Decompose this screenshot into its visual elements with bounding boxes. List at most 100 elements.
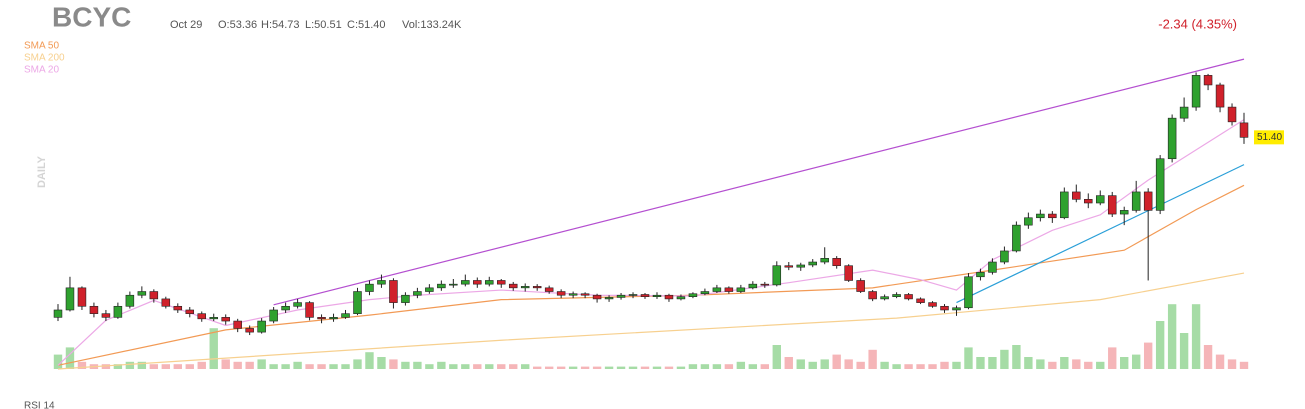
volume-bar <box>425 364 434 369</box>
last-price-label: 51.40 <box>1257 132 1282 143</box>
candle-body <box>1131 191 1141 211</box>
candle-body <box>77 287 87 307</box>
volume-bar <box>77 361 87 369</box>
volume-bar <box>808 361 817 369</box>
legend-entry: SMA 50 <box>24 41 59 52</box>
volume-bar <box>652 366 662 369</box>
candle-body <box>556 291 566 296</box>
volume-bar <box>892 364 901 369</box>
volume-bar <box>676 366 686 369</box>
volume-bar <box>724 364 734 369</box>
volume-bar <box>161 364 171 369</box>
volume-bar <box>868 349 877 369</box>
volume-bar <box>317 364 326 369</box>
candle-body <box>245 328 254 333</box>
candle-body <box>496 280 506 285</box>
candle-body <box>317 317 326 320</box>
candle-body <box>820 258 829 263</box>
volume-bar <box>832 354 841 369</box>
volume-bar <box>209 328 218 369</box>
volume-bar <box>1131 354 1141 369</box>
volume-bar <box>125 361 135 369</box>
volume-bar <box>880 361 889 369</box>
candle-body <box>712 287 722 292</box>
candle-body <box>940 305 949 311</box>
volume-bar <box>269 364 278 369</box>
volume-bar <box>233 361 242 369</box>
volume-bar <box>401 361 410 369</box>
volume-bars <box>53 304 1249 369</box>
candle-body <box>892 294 901 297</box>
candle-body <box>113 305 123 318</box>
trendline <box>956 164 1245 304</box>
volume-bar <box>628 366 638 369</box>
volume-bar <box>1120 357 1129 369</box>
volume-bar <box>568 366 578 369</box>
candle-body <box>952 307 961 311</box>
volume-bar <box>784 357 793 369</box>
volume-bar <box>497 364 506 369</box>
candle-body <box>233 320 242 329</box>
candle-body <box>449 283 458 286</box>
volume-bar <box>1179 333 1189 369</box>
volume-bar <box>137 361 147 369</box>
candle-body <box>353 291 362 314</box>
candle-body <box>1084 199 1093 204</box>
volume-bar <box>521 364 530 369</box>
volume-bar <box>65 347 75 369</box>
volume-bar <box>1143 342 1153 369</box>
candle-body <box>1167 117 1177 160</box>
sma-line <box>57 272 1245 370</box>
candle-body <box>1012 224 1021 252</box>
low: L:50.51 <box>305 19 342 31</box>
candle-body <box>568 293 578 296</box>
sma-line <box>57 184 1245 366</box>
candle-body <box>281 305 290 311</box>
candle-body <box>904 294 913 300</box>
volume-bar <box>1203 345 1213 369</box>
candle-body <box>856 280 865 292</box>
candle-body <box>1000 250 1009 263</box>
legend-entry: SMA 20 <box>24 65 59 76</box>
volume-bar <box>257 359 266 369</box>
candle-body <box>401 294 410 303</box>
candle-body <box>736 287 746 292</box>
candle-body <box>1072 191 1081 200</box>
candle-body <box>341 313 350 318</box>
volume-bar <box>245 361 254 369</box>
volume-bar <box>1191 304 1201 369</box>
candle-body <box>221 317 230 322</box>
ticker: BCYC <box>52 1 131 32</box>
candle-body <box>880 296 889 300</box>
candle-body <box>53 309 63 318</box>
last-price-box <box>1254 130 1284 145</box>
volume-bar <box>449 364 458 369</box>
volume-bar <box>664 366 674 369</box>
volume-bar <box>281 364 290 369</box>
candle-body <box>628 294 638 296</box>
volume-bar <box>1096 361 1105 369</box>
volume-bar <box>604 366 614 369</box>
volume-bar <box>485 364 494 369</box>
candle-body <box>1119 210 1129 215</box>
candle-body <box>916 298 925 303</box>
volume-bar <box>856 361 865 369</box>
candle-body <box>1191 75 1201 108</box>
volume-bar <box>760 364 770 369</box>
candle-body <box>604 297 614 300</box>
volume-bar <box>53 354 63 369</box>
volume-bar <box>640 366 650 369</box>
candle-body <box>868 291 877 300</box>
volume-bar <box>1036 359 1045 369</box>
volume-bar <box>1024 357 1033 369</box>
candle-body <box>413 291 422 296</box>
volume-bar <box>1084 361 1093 369</box>
volume-info: Vol:133.24K <box>402 19 462 31</box>
candle-body <box>137 291 147 296</box>
volume-bar <box>1012 345 1021 369</box>
candle-body <box>257 320 266 333</box>
volume-bar <box>353 359 362 369</box>
candle-body <box>676 296 686 300</box>
candle-body <box>1107 195 1117 215</box>
